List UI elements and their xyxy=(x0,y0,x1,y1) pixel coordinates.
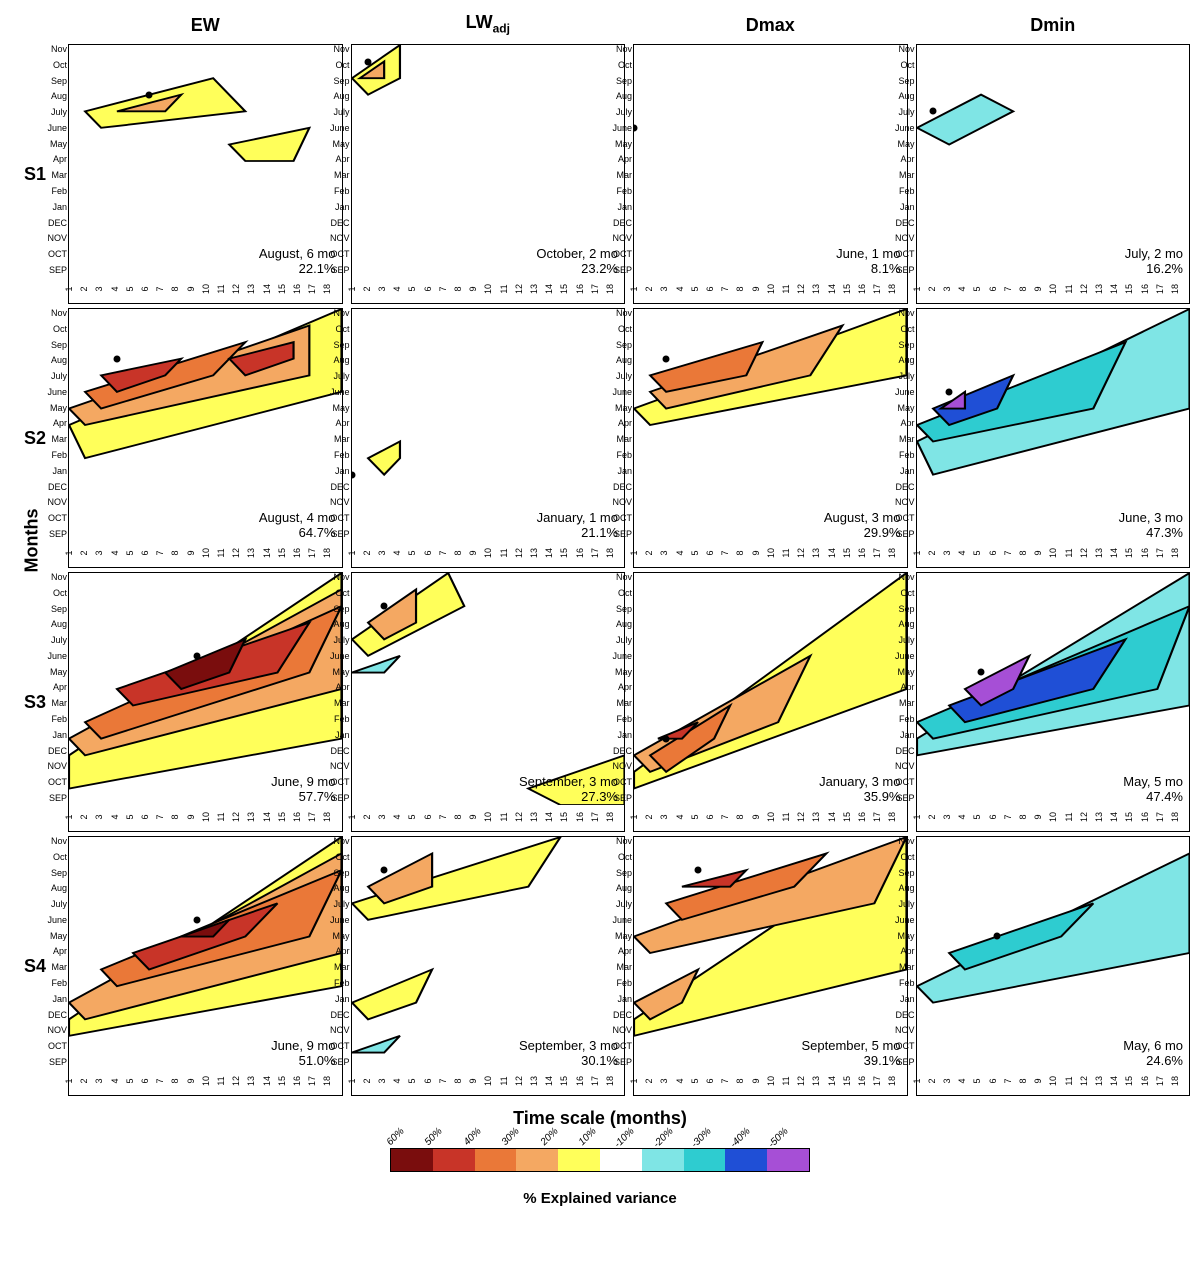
x-ticks: 123456789101112131415161718 xyxy=(917,277,1190,301)
panel-annotation: May, 6 mo24.6% xyxy=(1123,1038,1183,1069)
figure-root: Months EW LWadj Dmax Dmin S1SEPOCTNOVDEC… xyxy=(10,10,1190,1207)
y-ticks: SEPOCTNOVDECJanFebMarAprMayJuneJulyAugSe… xyxy=(318,45,350,275)
colorbar-title: % Explained variance xyxy=(370,1190,830,1207)
x-ticks: 123456789101112131415161718 xyxy=(917,805,1190,829)
plot-area xyxy=(634,837,907,1069)
colorbar-ticks: 60%50%40%30%20%10%-10%-20%-30%-40%-50% xyxy=(372,1137,792,1148)
contour-region xyxy=(352,969,432,1019)
peak-marker xyxy=(663,735,670,742)
panel-annotation: June, 3 mo47.3% xyxy=(1119,510,1183,541)
panel-S1_LWadj: SEPOCTNOVDECJanFebMarAprMayJuneJulyAugSe… xyxy=(351,44,626,304)
y-ticks: SEPOCTNOVDECJanFebMarAprMayJuneJulyAugSe… xyxy=(318,573,350,803)
plot-area xyxy=(69,309,342,541)
peak-marker xyxy=(945,388,952,395)
col-header-dmin: Dmin xyxy=(916,15,1191,40)
y-ticks: SEPOCTNOVDECJanFebMarAprMayJuneJulyAugSe… xyxy=(35,45,67,275)
x-axis-label: Time scale (months) xyxy=(10,1108,1190,1129)
panel-S2_LWadj: SEPOCTNOVDECJanFebMarAprMayJuneJulyAugSe… xyxy=(351,308,626,568)
plot-area xyxy=(634,309,907,541)
contour-region xyxy=(917,95,1013,145)
peak-marker xyxy=(695,867,702,874)
contour-region xyxy=(368,441,400,474)
panel-S3_Dmax: SEPOCTNOVDECJanFebMarAprMayJuneJulyAugSe… xyxy=(633,572,908,832)
panel-S1_EW: SEPOCTNOVDECJanFebMarAprMayJuneJulyAugSe… xyxy=(68,44,343,304)
x-ticks: 123456789101112131415161718 xyxy=(634,805,907,829)
peak-marker xyxy=(993,933,1000,940)
col-header-lwadj: LWadj xyxy=(351,12,626,40)
y-ticks: SEPOCTNOVDECJanFebMarAprMayJuneJulyAugSe… xyxy=(883,573,915,803)
plot-area xyxy=(352,309,625,541)
x-ticks: 123456789101112131415161718 xyxy=(69,805,342,829)
panel-S3_LWadj: SEPOCTNOVDECJanFebMarAprMayJuneJulyAugSe… xyxy=(351,572,626,832)
panel-S3_EW: SEPOCTNOVDECJanFebMarAprMayJuneJulyAugSe… xyxy=(68,572,343,832)
peak-marker xyxy=(364,58,371,65)
y-ticks: SEPOCTNOVDECJanFebMarAprMayJuneJulyAugSe… xyxy=(883,309,915,539)
y-ticks: SEPOCTNOVDECJanFebMarAprMayJuneJulyAugSe… xyxy=(35,309,67,539)
x-ticks: 123456789101112131415161718 xyxy=(634,277,907,301)
peak-marker xyxy=(380,867,387,874)
panel-S4_Dmax: SEPOCTNOVDECJanFebMarAprMayJuneJulyAugSe… xyxy=(633,836,908,1096)
peak-marker xyxy=(977,669,984,676)
colorbar-container: 60%50%40%30%20%10%-10%-20%-30%-40%-50% %… xyxy=(370,1137,830,1207)
plot-area xyxy=(69,45,342,277)
x-ticks: 123456789101112131415161718 xyxy=(352,541,625,565)
x-ticks: 123456789101112131415161718 xyxy=(69,277,342,301)
y-ticks: SEPOCTNOVDECJanFebMarAprMayJuneJulyAugSe… xyxy=(600,837,632,1067)
plot-area xyxy=(352,573,625,805)
peak-marker xyxy=(194,652,201,659)
panel-S2_EW: SEPOCTNOVDECJanFebMarAprMayJuneJulyAugSe… xyxy=(68,308,343,568)
y-ticks: SEPOCTNOVDECJanFebMarAprMayJuneJulyAugSe… xyxy=(318,309,350,539)
panel-annotation: May, 5 mo47.4% xyxy=(1123,774,1183,805)
plot-area xyxy=(917,573,1190,805)
plot-area xyxy=(69,573,342,805)
x-ticks: 123456789101112131415161718 xyxy=(634,1069,907,1093)
peak-marker xyxy=(146,91,153,98)
plot-area xyxy=(69,837,342,1069)
peak-marker xyxy=(114,355,121,362)
x-ticks: 123456789101112131415161718 xyxy=(352,1069,625,1093)
col-header-dmax: Dmax xyxy=(633,15,908,40)
panel-S4_EW: SEPOCTNOVDECJanFebMarAprMayJuneJulyAugSe… xyxy=(68,836,343,1096)
plot-area xyxy=(352,45,625,277)
contour-region xyxy=(352,656,400,673)
panel-S2_Dmax: SEPOCTNOVDECJanFebMarAprMayJuneJulyAugSe… xyxy=(633,308,908,568)
panel-S4_Dmin: SEPOCTNOVDECJanFebMarAprMayJuneJulyAugSe… xyxy=(916,836,1191,1096)
panel-S2_Dmin: SEPOCTNOVDECJanFebMarAprMayJuneJulyAugSe… xyxy=(916,308,1191,568)
panel-S3_Dmin: SEPOCTNOVDECJanFebMarAprMayJuneJulyAugSe… xyxy=(916,572,1191,832)
x-ticks: 123456789101112131415161718 xyxy=(352,805,625,829)
y-ticks: SEPOCTNOVDECJanFebMarAprMayJuneJulyAugSe… xyxy=(600,45,632,275)
y-ticks: SEPOCTNOVDECJanFebMarAprMayJuneJulyAugSe… xyxy=(600,309,632,539)
panel-S1_Dmax: SEPOCTNOVDECJanFebMarAprMayJuneJulyAugSe… xyxy=(633,44,908,304)
x-ticks: 123456789101112131415161718 xyxy=(69,541,342,565)
x-ticks: 123456789101112131415161718 xyxy=(352,277,625,301)
y-ticks: SEPOCTNOVDECJanFebMarAprMayJuneJulyAugSe… xyxy=(35,573,67,803)
peak-marker xyxy=(380,603,387,610)
y-ticks: SEPOCTNOVDECJanFebMarAprMayJuneJulyAugSe… xyxy=(600,573,632,803)
contour-region xyxy=(229,128,309,161)
x-ticks: 123456789101112131415161718 xyxy=(69,1069,342,1093)
panel-S4_LWadj: SEPOCTNOVDECJanFebMarAprMayJuneJulyAugSe… xyxy=(351,836,626,1096)
x-ticks: 123456789101112131415161718 xyxy=(917,1069,1190,1093)
contour-region xyxy=(940,392,964,409)
panel-S1_Dmin: SEPOCTNOVDECJanFebMarAprMayJuneJulyAugSe… xyxy=(916,44,1191,304)
plot-area xyxy=(917,45,1190,277)
plot-area xyxy=(352,837,625,1069)
peak-marker xyxy=(663,355,670,362)
plot-area xyxy=(634,573,907,805)
peak-marker xyxy=(929,108,936,115)
plot-area xyxy=(917,309,1190,541)
y-ticks: SEPOCTNOVDECJanFebMarAprMayJuneJulyAugSe… xyxy=(883,45,915,275)
y-ticks: SEPOCTNOVDECJanFebMarAprMayJuneJulyAugSe… xyxy=(318,837,350,1067)
x-ticks: 123456789101112131415161718 xyxy=(634,541,907,565)
panel-annotation: July, 2 mo16.2% xyxy=(1125,246,1183,277)
col-header-ew: EW xyxy=(68,15,343,40)
plot-area xyxy=(917,837,1190,1069)
peak-marker xyxy=(194,916,201,923)
y-ticks: SEPOCTNOVDECJanFebMarAprMayJuneJulyAugSe… xyxy=(35,837,67,1067)
y-ticks: SEPOCTNOVDECJanFebMarAprMayJuneJulyAugSe… xyxy=(883,837,915,1067)
x-ticks: 123456789101112131415161718 xyxy=(917,541,1190,565)
panel-grid: EW LWadj Dmax Dmin S1SEPOCTNOVDECJanFebM… xyxy=(10,10,1190,1096)
contour-region xyxy=(352,1036,400,1053)
plot-area xyxy=(634,45,907,277)
